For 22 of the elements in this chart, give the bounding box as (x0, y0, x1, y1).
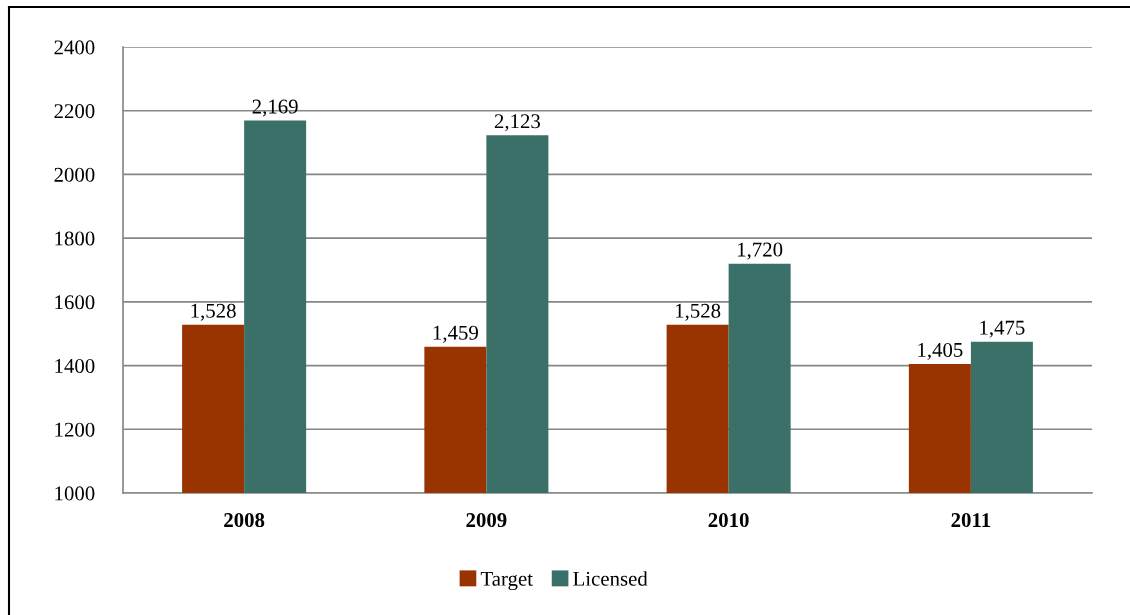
y-tick-label: 1200 (55, 422, 95, 437)
x-tick-label: 2008 (224, 513, 265, 528)
data-label: 1,405 (918, 342, 963, 360)
data-label: 2,123 (494, 114, 541, 132)
data-label: 2,169 (252, 99, 298, 117)
y-tick-label: 1600 (55, 295, 95, 310)
y-tick-label: 1000 (55, 486, 95, 501)
data-label: 1,459 (433, 325, 478, 343)
data-label: 1,475 (980, 320, 1025, 338)
data-label: 1,528 (676, 303, 721, 321)
x-tick-label: 2010 (708, 513, 749, 528)
y-tick-label: 2400 (54, 40, 95, 55)
y-tick-label: 1800 (55, 231, 95, 246)
x-tick-label: 2009 (466, 513, 507, 528)
legend-label: Licensed (573, 571, 648, 586)
y-tick-label: 2000 (54, 167, 95, 182)
data-label: 1,720 (738, 242, 783, 260)
y-tick-label: 2200 (54, 104, 95, 119)
y-tick-label: 1400 (55, 358, 95, 373)
x-tick-label: 2011 (951, 513, 991, 528)
legend-label: Target (480, 571, 533, 591)
data-label: 1,528 (191, 303, 236, 321)
